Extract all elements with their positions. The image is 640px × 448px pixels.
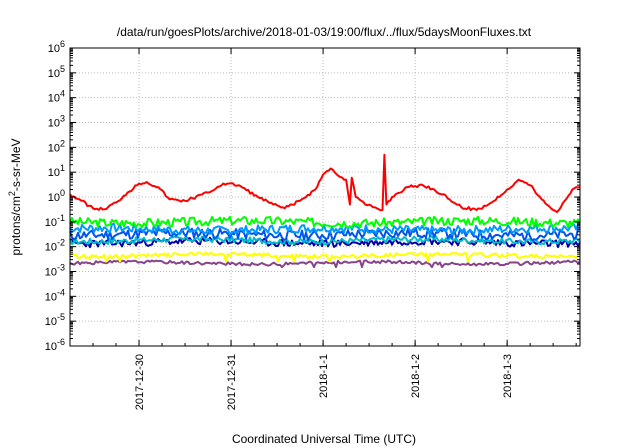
- y-tick-label: 10-6: [45, 337, 65, 353]
- y-tick-exp: 4: [60, 89, 65, 99]
- y-axis-label-rest: -s-sr-MeV: [9, 138, 23, 191]
- series-layer: [69, 153, 581, 269]
- series-line: [69, 259, 581, 269]
- series-line: [70, 251, 581, 263]
- x-tick-label: 2018-1-2: [410, 354, 422, 398]
- y-tick-label: 100: [48, 188, 65, 204]
- y-tick-label: 103: [48, 114, 65, 130]
- y-tick-base: 10: [45, 341, 57, 353]
- y-axis-label-main: protons/cm: [9, 196, 23, 255]
- y-tick-label: 10-2: [45, 238, 65, 254]
- y-tick-label: 10-3: [45, 263, 65, 279]
- y-tick-exp: 1: [60, 163, 65, 173]
- chart-title: /data/run/goesPlots/archive/2018-01-03/1…: [117, 25, 532, 39]
- x-tick-label: 2018-1-1: [318, 354, 330, 398]
- y-tick-exp: -4: [57, 287, 65, 297]
- y-tick-exp: -5: [57, 312, 65, 322]
- y-tick-label: 105: [48, 64, 65, 80]
- x-tick-label: 2018-1-3: [502, 354, 514, 398]
- y-tick-base: 10: [48, 93, 60, 105]
- y-tick-exp: 3: [60, 114, 65, 124]
- y-tick-base: 10: [48, 192, 60, 204]
- y-tick-base: 10: [48, 68, 60, 80]
- y-tick-base: 10: [45, 217, 57, 229]
- y-tick-label: 10-1: [45, 213, 65, 229]
- y-tick-base: 10: [48, 142, 60, 154]
- y-tick-label: 102: [48, 138, 65, 154]
- x-axis-ticks: 2017-12-30 2017-12-31 2018-1-1 2018-1-2 2018…: [69, 48, 577, 410]
- x-axis-label: Coordinated Universal Time (UTC): [232, 432, 416, 446]
- y-axis-label-sup: 2: [7, 191, 17, 196]
- y-tick-exp: -2: [57, 238, 65, 248]
- y-tick-base: 10: [45, 267, 57, 279]
- y-tick-label: 10-5: [45, 312, 65, 328]
- x-tick-label: 2017-12-31: [226, 354, 238, 410]
- y-tick-exp: -1: [57, 213, 65, 223]
- y-tick-exp: -6: [57, 337, 65, 347]
- y-tick-exp: -3: [57, 263, 65, 273]
- series-line: [69, 222, 581, 236]
- y-tick-base: 10: [48, 118, 60, 130]
- y-tick-exp: 5: [60, 64, 65, 74]
- y-axis-ticks: 10-610-510-410-310-210-11001011021031041…: [45, 39, 580, 353]
- y-tick-exp: 6: [60, 39, 65, 49]
- series-line: [69, 235, 581, 246]
- y-tick-base: 10: [45, 291, 57, 303]
- y-tick-label: 104: [48, 89, 65, 105]
- y-tick-base: 10: [45, 316, 57, 328]
- y-axis-label: protons/cm2-s-sr-MeV: [7, 138, 23, 255]
- grid-lines: [70, 48, 580, 346]
- series-line: [69, 153, 581, 213]
- x-tick-label: 2017-12-30: [134, 354, 146, 410]
- y-tick-label: 10-4: [45, 287, 65, 303]
- series-line: [69, 227, 581, 242]
- y-tick-base: 10: [48, 167, 60, 179]
- y-tick-label: 106: [48, 39, 65, 55]
- y-tick-exp: 2: [60, 138, 65, 148]
- y-tick-base: 10: [45, 242, 57, 254]
- series-line: [69, 215, 581, 229]
- y-tick-base: 10: [48, 43, 60, 55]
- y-tick-exp: 0: [60, 188, 65, 198]
- y-tick-label: 101: [48, 163, 65, 179]
